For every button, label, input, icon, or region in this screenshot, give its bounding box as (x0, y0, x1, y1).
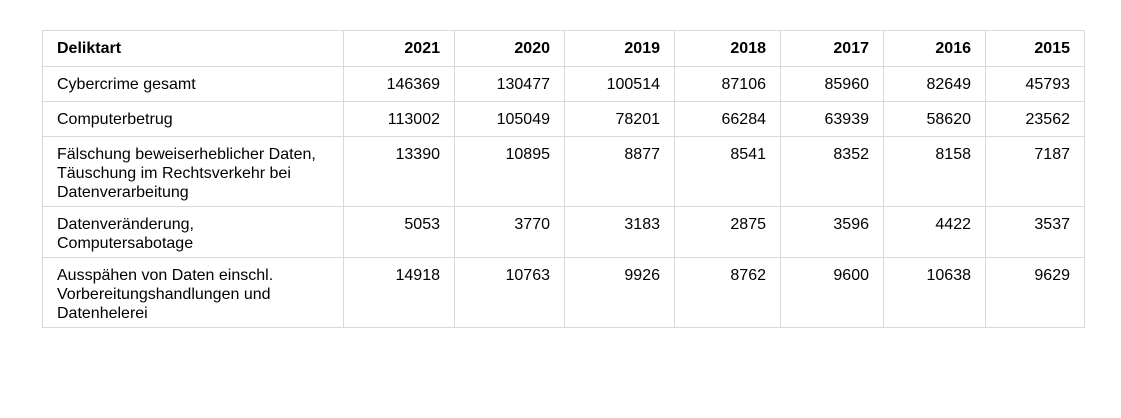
table-cell: 9629 (985, 257, 1085, 328)
table-cell: 3183 (564, 206, 675, 258)
header-row: Deliktart 2021 2020 2019 2018 2017 2016 … (42, 30, 1085, 67)
table-cell: 10638 (883, 257, 986, 328)
table-row: Datenveränderung, Computersabotage 5053 … (42, 206, 1085, 258)
table-cell: 100514 (564, 66, 675, 102)
row-label: Computerbetrug (42, 101, 344, 137)
table-cell: 3537 (985, 206, 1085, 258)
table-cell: 2875 (674, 206, 781, 258)
table-cell: 10763 (454, 257, 565, 328)
table-cell: 8541 (674, 136, 781, 207)
row-label: Datenveränderung, Computersabotage (42, 206, 344, 258)
header-deliktart: Deliktart (42, 30, 344, 67)
table-cell: 63939 (780, 101, 884, 137)
row-label: Ausspähen von Daten einschl. Vorbereitun… (42, 257, 344, 328)
header-year-2015: 2015 (985, 30, 1085, 67)
table-cell: 113002 (343, 101, 455, 137)
table-cell: 7187 (985, 136, 1085, 207)
table-cell: 8352 (780, 136, 884, 207)
table-cell: 3770 (454, 206, 565, 258)
table-cell: 13390 (343, 136, 455, 207)
table-cell: 87106 (674, 66, 781, 102)
table-cell: 4422 (883, 206, 986, 258)
table-cell: 14918 (343, 257, 455, 328)
table-row: Cybercrime gesamt 146369 130477 100514 8… (42, 66, 1085, 102)
header-year-2021: 2021 (343, 30, 455, 67)
table-row: Ausspähen von Daten einschl. Vorbereitun… (42, 257, 1085, 328)
table-cell: 85960 (780, 66, 884, 102)
table-cell: 3596 (780, 206, 884, 258)
header-year-2020: 2020 (454, 30, 565, 67)
table-cell: 8158 (883, 136, 986, 207)
cybercrime-statistics-table: Deliktart 2021 2020 2019 2018 2017 2016 … (42, 30, 1085, 328)
table-cell: 9600 (780, 257, 884, 328)
table-cell: 78201 (564, 101, 675, 137)
table-cell: 130477 (454, 66, 565, 102)
header-year-2019: 2019 (564, 30, 675, 67)
table-row: Computerbetrug 113002 105049 78201 66284… (42, 101, 1085, 137)
header-year-2018: 2018 (674, 30, 781, 67)
table-cell: 82649 (883, 66, 986, 102)
table-cell: 8877 (564, 136, 675, 207)
table-cell: 9926 (564, 257, 675, 328)
row-label: Fälschung beweiserheblicher Daten, Täusc… (42, 136, 344, 207)
table-cell: 5053 (343, 206, 455, 258)
table-cell: 10895 (454, 136, 565, 207)
statistics-table-container: Deliktart 2021 2020 2019 2018 2017 2016 … (42, 30, 1085, 328)
header-year-2016: 2016 (883, 30, 986, 67)
table-cell: 58620 (883, 101, 986, 137)
table-cell: 105049 (454, 101, 565, 137)
table-cell: 45793 (985, 66, 1085, 102)
table-cell: 66284 (674, 101, 781, 137)
table-cell: 146369 (343, 66, 455, 102)
table-cell: 8762 (674, 257, 781, 328)
header-year-2017: 2017 (780, 30, 884, 67)
table-row: Fälschung beweiserheblicher Daten, Täusc… (42, 136, 1085, 207)
table-cell: 23562 (985, 101, 1085, 137)
row-label: Cybercrime gesamt (42, 66, 344, 102)
